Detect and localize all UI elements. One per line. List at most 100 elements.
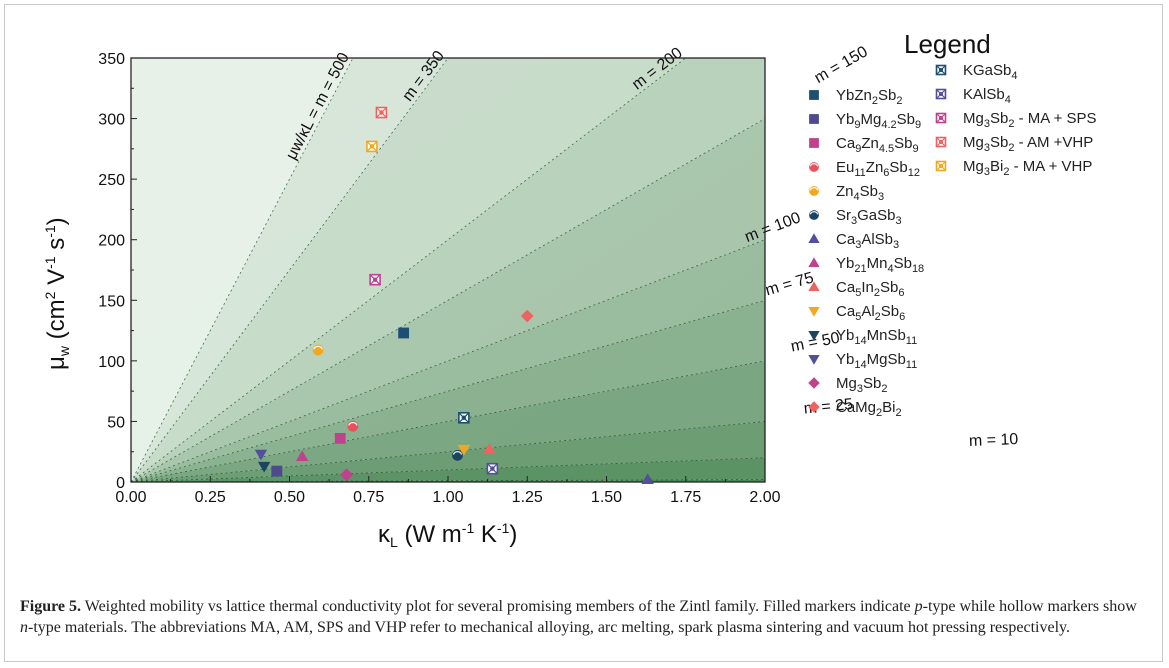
- marker-ca5in2sb6: [808, 281, 820, 292]
- region-band: [131, 58, 353, 482]
- legend-label: Ca5Al2Sb6: [836, 303, 905, 323]
- figure-caption: Figure 5. Weighted mobility vs lattice t…: [20, 596, 1145, 638]
- y-tick-label: 200: [98, 233, 125, 250]
- legend-label: Mg3Sb2 - MA + SPS: [963, 110, 1097, 130]
- region-band: [131, 58, 765, 482]
- constant-m-lines: [131, 58, 765, 482]
- m-line-label: m = 75: [764, 269, 816, 299]
- y-tick-label: 250: [98, 172, 125, 189]
- m-line-label: m = 10: [969, 431, 1019, 450]
- caption-label: Figure 5.: [20, 598, 82, 615]
- x-tick-label: 1.50: [591, 489, 622, 506]
- y-tick-label: 100: [98, 354, 125, 371]
- marker-ca9zn4-5sb9: [334, 432, 346, 444]
- legend-label: KGaSb4: [963, 62, 1018, 82]
- m-line: [131, 58, 687, 482]
- marker-yb21mn4sb18: [808, 257, 820, 268]
- y-tick-label: 350: [98, 51, 125, 68]
- x-tick-label: 0.75: [353, 489, 384, 506]
- svg-text:μw (cm2 V-1 s-1): μw (cm2 V-1 s-1): [42, 217, 72, 370]
- legend-title: Legend: [904, 29, 991, 59]
- marker-yb14mgsb11: [254, 449, 268, 461]
- marker-mg3sb2-am-vhp: [375, 106, 388, 119]
- legend-label: KAlSb4: [963, 86, 1011, 106]
- caption-n: n: [20, 619, 28, 636]
- legend-label: Ca9Zn4.5Sb9: [836, 135, 919, 155]
- marker-eu11zn6sb12: [809, 162, 819, 172]
- legend-label: Yb21Mn4Sb18: [836, 255, 924, 275]
- y-tick-label: 0: [116, 475, 125, 492]
- marker-ca5al2sb6: [457, 444, 471, 456]
- caption-text-3: -type materials. The abbreviations MA, A…: [28, 619, 1070, 636]
- marker-zn4sb3: [809, 186, 819, 196]
- y-tick-label: 300: [98, 112, 125, 129]
- marker-yb9mg4-2sb9: [271, 465, 283, 477]
- legend-label: Sr3GaSb3: [836, 207, 902, 227]
- x-axis-title: κL (W m-1 K-1): [378, 520, 517, 550]
- legend-label: Mg3Sb2: [836, 375, 887, 395]
- region-band: [131, 421, 765, 482]
- m-line: [131, 118, 765, 482]
- constant-m-regions: [131, 58, 765, 482]
- m-line: [131, 457, 765, 482]
- legend-label: Ca5In2Sb6: [836, 279, 904, 299]
- figure-frame: [4, 4, 1163, 662]
- marker-ca3alsb3: [641, 473, 654, 484]
- y-axis-symbol: μ: [43, 356, 70, 370]
- y-axis-title: μw (cm2 V-1 s-1): [42, 217, 72, 370]
- x-tick-label: 1.25: [512, 489, 543, 506]
- legend-label: CaMg2Bi2: [836, 399, 902, 419]
- axis-ticks: 0.00 0.25 0.50 0.75 1.00 1.25 1.50 1.75 2.00 0 50 1…: [98, 51, 780, 506]
- marker-zn4sb3: [312, 344, 324, 356]
- legend-label: Mg3Bi2 - MA + VHP: [963, 158, 1092, 178]
- x-tick-label: 0.25: [195, 489, 226, 506]
- marker-yb9mg4-2sb9: [809, 114, 819, 124]
- marker-ybzn2sb2: [398, 327, 410, 339]
- legend-label: Eu11Zn6Sb12: [836, 159, 920, 179]
- marker-mg3sb2: [808, 377, 820, 389]
- marker-ca9zn4-5sb9: [809, 138, 819, 148]
- marker-mg3sb2-ma-sps: [935, 112, 947, 124]
- legend-label: Yb14MnSb11: [836, 327, 917, 347]
- x-tick-label: 0.50: [274, 489, 305, 506]
- marker-eu11zn6sb12: [347, 420, 359, 432]
- marker-ybzn2sb2: [809, 90, 819, 100]
- marker-mg3sb2: [340, 468, 353, 482]
- marker-yb14mnsb11: [808, 330, 820, 341]
- x-tick-label: 0.00: [115, 489, 146, 506]
- caption-text-2: -type while hollow markers show: [922, 598, 1137, 615]
- x-axis-symbol: κ: [378, 521, 391, 548]
- marker-yb21mn4sb18: [295, 450, 309, 461]
- marker-kgasb4: [458, 411, 470, 424]
- m-line-label: m = 150: [812, 43, 871, 87]
- marker-yb14mnsb11: [257, 461, 271, 473]
- marker-mg3sb2-am-vhp: [935, 136, 947, 148]
- marker-ca5al2sb6: [808, 306, 820, 317]
- marker-camg2bi2: [808, 401, 820, 413]
- region-band: [131, 58, 449, 482]
- m-line-label: m = 25: [803, 396, 854, 418]
- marker-yb14mgsb11: [808, 354, 820, 365]
- m-line: [131, 299, 765, 482]
- legend-label: Ca3AlSb3: [836, 231, 899, 251]
- legend-label: Yb14MgSb11: [836, 351, 917, 371]
- x-tick-label: 1.75: [670, 489, 701, 506]
- region-band: [131, 58, 686, 482]
- legend: Legend YbZn2Sb2 Yb9Mg4.2Sb9 Ca9Zn4.5Sb9 Eu1…: [808, 29, 1097, 419]
- caption-text-1: Weighted mobility vs lattice thermal con…: [81, 598, 915, 615]
- legend-label: YbZn2Sb2: [836, 87, 902, 107]
- legend-label: Mg3Sb2 - AM +VHP: [963, 134, 1093, 154]
- y-tick-label: 50: [107, 414, 125, 431]
- x-tick-label: 2.00: [749, 489, 780, 506]
- marker-kalsb4: [486, 462, 499, 475]
- marker-ca3alsb3: [808, 233, 820, 244]
- data-points: [254, 106, 654, 484]
- x-tick-label: 1.00: [432, 489, 463, 506]
- svg-text:κL (W m-1 K-1): κL (W m-1 K-1): [378, 520, 517, 550]
- marker-mg3sb2-ma-sps: [369, 273, 381, 286]
- legend-label: Zn4Sb3: [836, 183, 884, 203]
- marker-mg3bi2-ma-vhp: [935, 160, 947, 172]
- marker-mg3bi2-ma-vhp: [366, 140, 378, 153]
